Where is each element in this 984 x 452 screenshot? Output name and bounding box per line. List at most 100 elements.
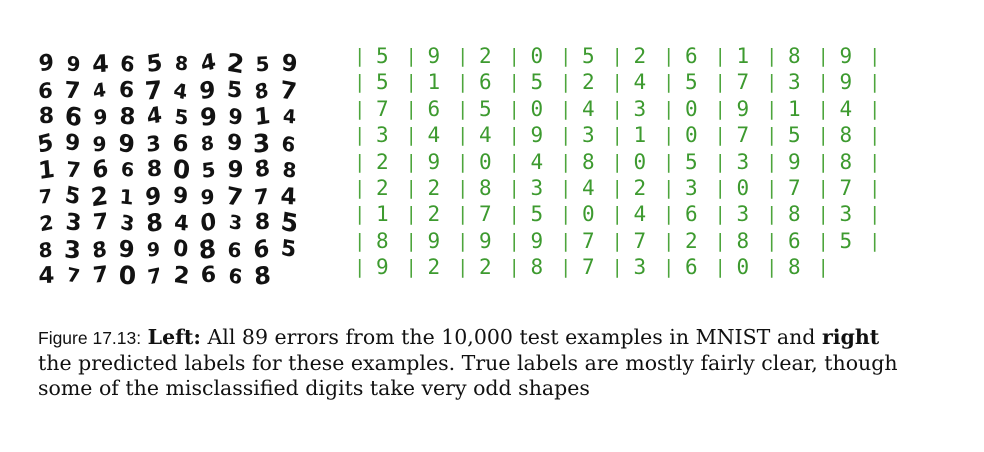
predicted-label: 2 [479, 255, 492, 280]
label-separator: | [817, 71, 829, 94]
predicted-label: 2 [633, 176, 647, 200]
predicted-label: 5 [685, 149, 698, 174]
handwritten-digit-glyph: 9 [280, 49, 299, 79]
handwritten-digit-glyph: 7 [253, 183, 270, 210]
predicted-label: 0 [685, 123, 698, 148]
handwritten-digit-glyph: 7 [65, 263, 82, 289]
handwritten-digit-glyph: 6 [118, 50, 137, 78]
predicted-label-row: | | | | | | | | | | | 2 9 0 4 8 0 5 3 9 8 [350, 150, 910, 174]
label-separator: | [354, 71, 366, 94]
label-separator: | [714, 256, 726, 279]
label-separator: | [611, 71, 623, 94]
handwritten-digit-glyph: 8 [197, 233, 218, 265]
handwritten-digit-glyph: 9 [144, 181, 163, 212]
label-separator: | [354, 229, 366, 252]
predicted-label: 7 [376, 96, 389, 121]
handwritten-digit-glyph: 4 [280, 182, 297, 211]
handwritten-digit-glyph: 6 [200, 262, 217, 289]
predicted-label: 9 [427, 44, 441, 68]
handwritten-digit-glyph: 0 [171, 153, 192, 186]
caption-text-part1: All 89 errors from the 10,000 test examp… [207, 325, 816, 349]
label-separator: | [508, 177, 520, 199]
handwritten-digit-glyph: 3 [64, 208, 83, 238]
handwritten-digit-glyph: 9 [92, 104, 109, 130]
predicted-label: 4 [582, 176, 595, 200]
label-separator: | [611, 256, 623, 279]
label-separator: | [714, 97, 726, 120]
label-separator: | [611, 203, 623, 226]
label-separator: | [560, 45, 572, 67]
handwritten-digit-glyph: 0 [118, 260, 137, 291]
predicted-label: 8 [530, 255, 544, 280]
label-separator: | [869, 203, 881, 226]
predicted-label: 9 [839, 44, 853, 68]
handwritten-digit-glyph: 5 [255, 51, 270, 77]
predicted-label: 2 [376, 176, 389, 200]
handwritten-digit-glyph: 8 [253, 76, 270, 105]
predicted-label: 2 [376, 149, 389, 174]
handwritten-digit-glyph: 1 [118, 183, 135, 210]
label-separator: | [817, 45, 829, 67]
handwritten-digit-glyph: 1 [253, 102, 272, 132]
label-separator: | [457, 203, 469, 226]
predicted-label: 7 [788, 176, 801, 200]
handwritten-digit-glyph: 3 [63, 234, 82, 265]
handwritten-digit-glyph: 7 [92, 262, 109, 289]
label-separator: | [354, 45, 366, 67]
predicted-label: 1 [788, 96, 801, 121]
predicted-label: 2 [633, 44, 647, 68]
predicted-label: 5 [376, 44, 389, 68]
predicted-labels-grid: | | | | | | | | | | | 5 9 2 0 5 2 6 1 8 9 | | | | | | | | | | | 5 1 6 5 2 4 5 7… [350, 44, 910, 294]
handwritten-digit-glyph: 6 [252, 234, 271, 265]
handwritten-digit-glyph: 6 [227, 262, 244, 290]
handwritten-digit-glyph: 4 [145, 102, 164, 131]
handwritten-digit-glyph: 8 [253, 155, 272, 184]
label-separator: | [817, 256, 829, 279]
predicted-label: 2 [685, 228, 698, 253]
predicted-label: 9 [530, 123, 544, 148]
label-separator: | [508, 71, 520, 94]
predicted-label: 4 [633, 202, 647, 227]
label-separator: | [457, 256, 469, 279]
label-separator: | [405, 45, 417, 67]
predicted-label: 6 [685, 255, 698, 280]
label-separator: | [405, 256, 417, 279]
label-separator: | [869, 177, 881, 199]
handwritten-digit-glyph: 8 [38, 103, 55, 130]
handwritten-digit-glyph: 7 [92, 209, 109, 236]
label-separator: | [817, 150, 829, 173]
handwritten-digit-glyph: 9 [65, 51, 82, 77]
predicted-label: 0 [582, 202, 595, 227]
label-separator: | [714, 203, 726, 226]
handwritten-digit-glyph: 5 [279, 235, 298, 263]
label-separator: | [766, 97, 778, 120]
handwritten-digit-glyph: 4 [91, 78, 108, 103]
handwritten-digit-glyph: 3 [252, 127, 271, 159]
handwritten-digit-glyph: 0 [171, 234, 190, 264]
label-separator: | [560, 97, 572, 120]
label-separator: | [817, 229, 829, 252]
predicted-label: 8 [839, 149, 853, 174]
label-separator: | [766, 150, 778, 173]
label-separator: | [508, 150, 520, 173]
handwritten-digit-glyph: 3 [228, 210, 243, 236]
figure-number: Figure 17.13: [38, 328, 142, 348]
predicted-label: 0 [736, 255, 750, 280]
predicted-label-row: | | | | | | | | | | | 3 4 4 9 3 1 0 7 5 8 [350, 123, 910, 147]
handwritten-digit-glyph: 9 [226, 103, 245, 131]
label-separator: | [457, 124, 469, 147]
label-separator: | [560, 124, 572, 147]
predicted-label: 2 [427, 176, 441, 200]
handwritten-digit-glyph: 7 [146, 262, 163, 290]
handwritten-digit-glyph: 6 [63, 100, 84, 133]
predicted-label: 4 [839, 96, 853, 121]
handwritten-digit-glyph: 8 [174, 52, 189, 76]
handwritten-digit-glyph: 4 [282, 105, 297, 129]
label-separator: | [869, 45, 881, 67]
predicted-label: 6 [479, 70, 492, 95]
predicted-label: 4 [633, 70, 647, 95]
predicted-label: 3 [736, 149, 750, 174]
handwritten-digit-glyph: 2 [172, 261, 191, 291]
predicted-label: 3 [582, 123, 595, 148]
predicted-label: 8 [582, 149, 595, 174]
